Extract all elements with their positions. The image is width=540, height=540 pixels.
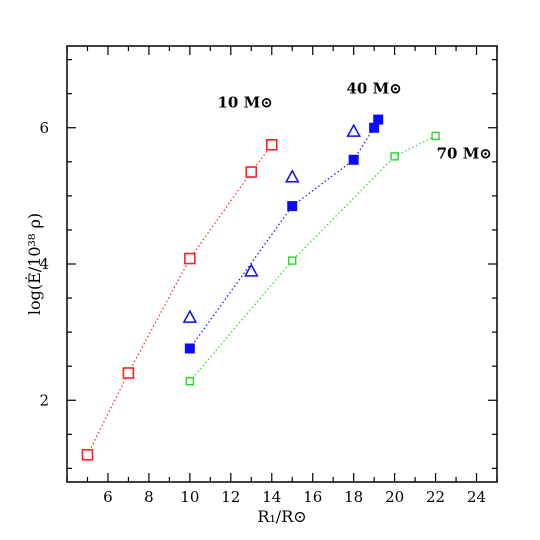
x-tick-label: 22 xyxy=(426,488,445,506)
data-point xyxy=(185,376,195,386)
data-point xyxy=(265,138,278,151)
series-line xyxy=(189,135,436,382)
data-point xyxy=(288,256,297,265)
data-point xyxy=(348,154,359,165)
annotation-m70: 70 M⊙ xyxy=(437,144,492,162)
series-layer xyxy=(81,114,440,461)
plot-frame xyxy=(66,45,498,483)
annotation-m40: 40 M⊙ xyxy=(347,80,402,98)
x-tick-label: 6 xyxy=(103,488,113,506)
data-point xyxy=(122,367,135,379)
x-axis-label: R₁/R⊙ xyxy=(257,507,306,526)
annotation-m10: 10 M⊙ xyxy=(218,93,273,111)
x-tick-label: 10 xyxy=(180,488,199,506)
series-line xyxy=(86,144,273,456)
series-line xyxy=(189,119,379,349)
series-0 xyxy=(81,138,278,461)
data-point xyxy=(81,448,94,461)
y-tick-label: 4 xyxy=(39,255,49,273)
x-tick-label: 18 xyxy=(344,488,363,506)
data-point xyxy=(390,152,399,161)
series-3 xyxy=(185,131,440,386)
data-point xyxy=(184,252,196,265)
x-tick-label: 16 xyxy=(303,488,322,506)
data-point xyxy=(431,131,440,141)
data-point xyxy=(245,166,258,178)
axis-ticks xyxy=(66,46,498,482)
x-tick-label: 14 xyxy=(262,488,281,506)
data-point xyxy=(184,343,195,354)
data-point xyxy=(346,123,361,137)
data-point xyxy=(284,169,300,183)
y-tick-label: 6 xyxy=(39,119,49,137)
data-point xyxy=(369,122,380,133)
data-point xyxy=(373,114,384,125)
series-2 xyxy=(182,123,361,323)
data-point xyxy=(244,263,259,277)
x-tick-label: 24 xyxy=(467,488,486,506)
x-tick-label: 8 xyxy=(144,488,154,506)
y-axis-label: log(Ė/10³⁸ ρ) xyxy=(24,213,44,315)
data-point xyxy=(182,309,198,323)
data-point xyxy=(287,201,298,212)
annotation-layer: 10 M⊙ 40 M⊙ 70 M⊙ xyxy=(218,80,492,163)
y-tick-label: 2 xyxy=(39,391,49,409)
series-1 xyxy=(184,114,384,354)
x-tick-label: 20 xyxy=(385,488,404,506)
x-tick-label: 12 xyxy=(221,488,240,506)
